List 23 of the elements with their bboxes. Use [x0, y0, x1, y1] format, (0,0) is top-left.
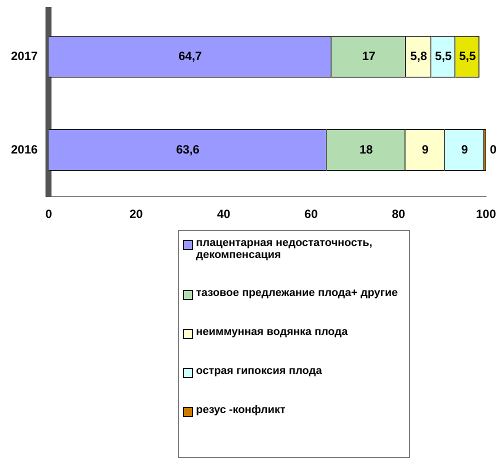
x-tick-label: 20 [129, 207, 144, 222]
x-tick-label: 60 [304, 207, 318, 222]
data-label: 9 [461, 142, 468, 156]
data-label: 5,8 [410, 49, 428, 64]
legend-label: неиммунная водянка плода [196, 326, 348, 338]
data-label: 0 [490, 142, 497, 156]
legend-label: тазовое предлежание плода+ другие [196, 287, 398, 299]
legend-label: резус -конфликт [196, 404, 286, 416]
data-label: 63,6 [176, 142, 200, 156]
y-tick-label: 2016 [10, 142, 38, 156]
data-label: 5,5 [435, 49, 452, 64]
data-label: 64,7 [178, 49, 202, 64]
data-label: 9 [422, 142, 429, 156]
legend-label: острая гипоксия плода [196, 365, 322, 377]
data-label: 5,5 [459, 49, 476, 64]
data-label: 17 [362, 49, 376, 64]
x-tick-label: 100 [476, 207, 496, 222]
legend-label: плацентарная недостаточность, декомпенсация [196, 237, 374, 261]
x-tick-label: 80 [392, 207, 406, 222]
x-tick-label: 0 [45, 207, 52, 222]
y-tick-label: 2017 [10, 49, 38, 64]
x-tick-label: 40 [216, 207, 231, 222]
data-label: 18 [360, 142, 374, 156]
